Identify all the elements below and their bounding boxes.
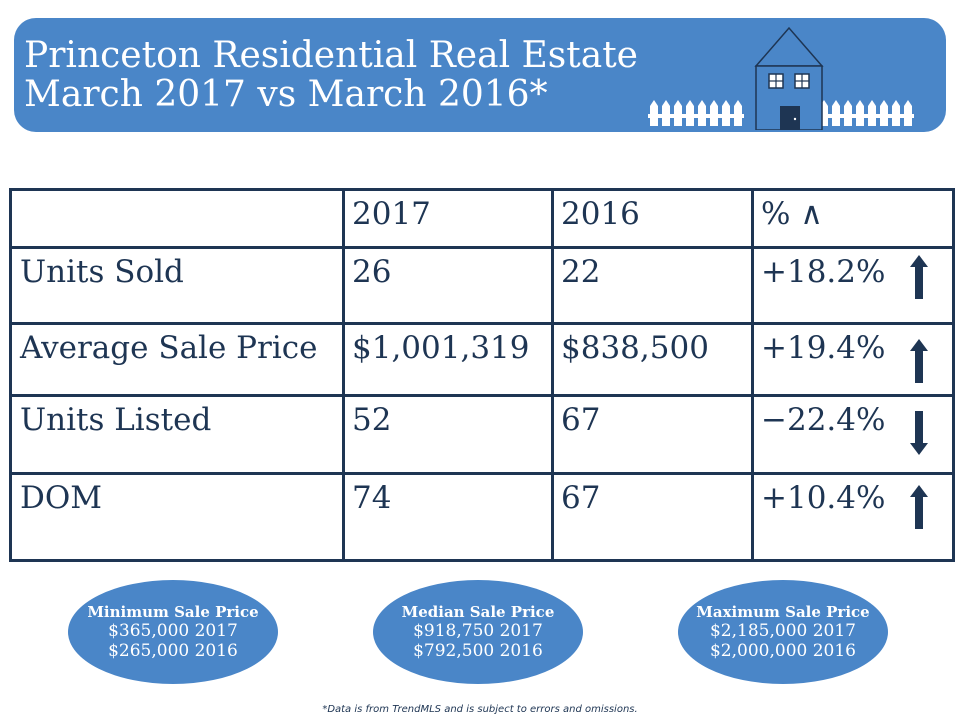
change-value: +18.2%: [761, 254, 886, 291]
change-cell: +18.2%: [751, 246, 955, 326]
change-cell: +10.4%: [751, 472, 955, 562]
oval-line: $2,185,000 2017: [709, 621, 856, 641]
oval-line: $918,750 2017: [413, 621, 543, 641]
minimum-sale-price-oval: Minimum Sale Price $365,000 2017 $265,00…: [68, 580, 278, 684]
table-header-row: 2017 2016 % ∧: [9, 187, 955, 250]
change-value: +19.4%: [761, 330, 886, 367]
header-banner: Princeton Residential Real Estate March …: [14, 18, 946, 132]
change-value: +10.4%: [761, 480, 886, 517]
value-2016: 22: [551, 246, 754, 326]
comparison-table: 2017 2016 % ∧ Units Sold 26 22 +18.2% Av…: [9, 187, 955, 562]
row-label: Average Sale Price: [9, 322, 345, 398]
arrow-up-icon: [910, 255, 928, 300]
header-cell-empty: [9, 187, 345, 250]
oval-title: Median Sale Price: [401, 603, 555, 621]
header-cell-2017: 2017: [342, 187, 554, 250]
change-value: −22.4%: [761, 402, 886, 439]
value-2016: 67: [551, 394, 754, 476]
header-cell-2016: 2016: [551, 187, 754, 250]
value-2017: 26: [342, 246, 554, 326]
oval-line: $792,500 2016: [413, 641, 543, 661]
title-line-2: March 2017 vs March 2016*: [24, 74, 548, 115]
oval-line: $365,000 2017: [108, 621, 238, 641]
oval-line: $265,000 2016: [108, 641, 238, 661]
maximum-sale-price-oval: Maximum Sale Price $2,185,000 2017 $2,00…: [678, 580, 888, 684]
row-label: Units Sold: [9, 246, 345, 326]
value-2017: 74: [342, 472, 554, 562]
house-icon: [648, 26, 914, 130]
row-label: DOM: [9, 472, 345, 562]
arrow-up-icon: [910, 339, 928, 384]
value-2017: 52: [342, 394, 554, 476]
footnote: *Data is from TrendMLS and is subject to…: [322, 704, 638, 715]
oval-title: Maximum Sale Price: [696, 603, 870, 621]
change-cell: −22.4%: [751, 394, 955, 476]
table-row: Units Listed 52 67 −22.4%: [9, 394, 955, 476]
header-cell-change: % ∧: [751, 187, 955, 250]
change-cell: +19.4%: [751, 322, 955, 398]
page-title: Princeton Residential Real Estate March …: [24, 36, 638, 114]
title-line-1: Princeton Residential Real Estate: [24, 35, 638, 76]
picket-fence-icon: [648, 100, 744, 126]
row-label: Units Listed: [9, 394, 345, 476]
table-row: DOM 74 67 +10.4%: [9, 472, 955, 562]
oval-line: $2,000,000 2016: [709, 641, 856, 661]
median-sale-price-oval: Median Sale Price $918,750 2017 $792,500…: [373, 580, 583, 684]
value-2016: $838,500: [551, 322, 754, 398]
value-2017: $1,001,319: [342, 322, 554, 398]
table-row: Average Sale Price $1,001,319 $838,500 +…: [9, 322, 955, 398]
arrow-down-icon: [910, 411, 928, 456]
oval-title: Minimum Sale Price: [87, 603, 259, 621]
arrow-up-icon: [910, 485, 928, 530]
value-2016: 67: [551, 472, 754, 562]
table-row: Units Sold 26 22 +18.2%: [9, 246, 955, 326]
